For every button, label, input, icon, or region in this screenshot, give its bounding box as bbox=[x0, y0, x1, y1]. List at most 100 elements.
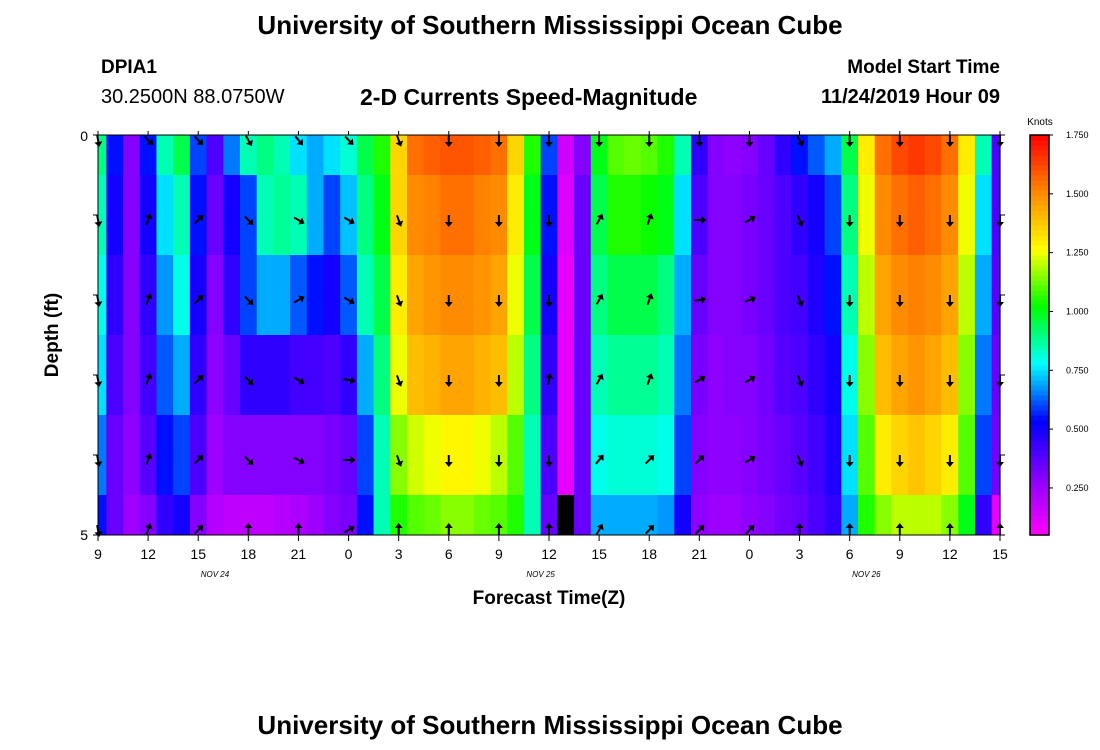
current-arrow bbox=[545, 215, 553, 227]
heatmap-cell bbox=[941, 495, 959, 535]
heatmap-cell bbox=[390, 175, 408, 256]
heatmap-cell bbox=[858, 495, 876, 535]
colorbar-swatch bbox=[1030, 205, 1049, 211]
heatmap-cell bbox=[256, 335, 274, 416]
heatmap-cell bbox=[256, 415, 274, 496]
current-arrow bbox=[494, 135, 503, 147]
colorbar-swatch bbox=[1030, 475, 1049, 481]
heatmap-cell bbox=[791, 135, 809, 176]
heatmap-cell bbox=[290, 175, 308, 256]
heatmap-cell bbox=[590, 135, 609, 176]
heatmap-cell bbox=[390, 135, 408, 176]
x-tick-label: 9 bbox=[896, 546, 904, 562]
heatmap-cell bbox=[757, 335, 776, 416]
heatmap-cell bbox=[974, 415, 993, 496]
current-arrow bbox=[695, 135, 704, 147]
current-arrow bbox=[796, 454, 804, 467]
current-arrow bbox=[444, 523, 453, 535]
current-arrow bbox=[244, 455, 254, 465]
x-tick-label: 3 bbox=[796, 546, 804, 562]
heatmap-cell bbox=[473, 175, 492, 256]
current-arrow bbox=[795, 523, 804, 535]
heatmap-cell bbox=[924, 415, 943, 496]
colorbar-swatch bbox=[1030, 165, 1049, 171]
current-arrow bbox=[293, 216, 305, 225]
heatmap-cell bbox=[874, 135, 893, 176]
footer-title: University of Southern Mississippi Ocean… bbox=[257, 710, 843, 740]
current-arrow bbox=[845, 375, 854, 387]
colorbar-tick-label: 1.000 bbox=[1066, 306, 1089, 316]
current-arrow bbox=[895, 295, 904, 307]
current-arrow bbox=[294, 523, 303, 535]
colorbar-swatch bbox=[1030, 445, 1049, 451]
heatmap-cell bbox=[974, 335, 993, 416]
heatmap-cell bbox=[858, 335, 876, 416]
current-arrow bbox=[945, 295, 954, 307]
x-tick-label: 3 bbox=[395, 546, 403, 562]
colorbar-swatch bbox=[1030, 435, 1049, 441]
heatmap-cell bbox=[323, 135, 341, 176]
colorbar-swatch bbox=[1030, 145, 1049, 151]
colorbar-swatch bbox=[1030, 390, 1049, 396]
colorbar-swatch bbox=[1030, 480, 1049, 486]
heatmap-cell bbox=[958, 175, 976, 256]
current-arrow bbox=[595, 213, 604, 225]
date-label: NOV 25 bbox=[526, 570, 555, 579]
current-arrow bbox=[644, 525, 655, 535]
heatmap-cell bbox=[239, 175, 258, 256]
heatmap-cell bbox=[657, 495, 675, 535]
current-arrow bbox=[796, 374, 804, 387]
colorbar-swatch bbox=[1030, 140, 1049, 146]
heatmap-cell bbox=[206, 335, 224, 416]
heatmap-cell bbox=[674, 135, 692, 176]
colorbar-swatch bbox=[1030, 255, 1049, 261]
heatmap-cell bbox=[741, 495, 759, 535]
current-arrow bbox=[595, 293, 604, 305]
colorbar-swatch bbox=[1030, 135, 1049, 141]
heatmap-cell bbox=[657, 175, 675, 256]
heatmap-cell bbox=[239, 255, 258, 336]
heatmap-cell bbox=[223, 175, 241, 256]
heatmap-cell bbox=[874, 335, 893, 416]
heatmap-cell bbox=[841, 495, 859, 535]
colorbar-swatch bbox=[1030, 350, 1049, 356]
heatmap-cell bbox=[674, 335, 692, 416]
colorbar-swatch bbox=[1030, 450, 1049, 456]
heatmap-cell bbox=[724, 135, 742, 176]
current-arrow bbox=[343, 525, 355, 534]
heatmap-cell bbox=[640, 415, 659, 496]
current-arrow bbox=[193, 375, 204, 385]
heatmap-cell bbox=[390, 415, 408, 496]
heatmap-cell bbox=[807, 255, 826, 336]
heatmap-cell bbox=[173, 335, 191, 416]
colorbar-tick-label: 0.250 bbox=[1066, 483, 1089, 493]
heatmap-cell bbox=[991, 255, 1001, 336]
heatmap-cell bbox=[123, 415, 141, 496]
current-arrow bbox=[744, 375, 756, 384]
current-arrow bbox=[494, 455, 503, 467]
colorbar-swatch bbox=[1030, 470, 1049, 476]
heatmap-cell bbox=[908, 175, 926, 256]
heatmap-cell bbox=[340, 495, 358, 535]
heatmap-cell bbox=[490, 495, 508, 535]
heatmap-cell bbox=[807, 415, 826, 496]
heatmap-cell bbox=[206, 495, 224, 535]
current-arrow bbox=[145, 293, 153, 306]
current-arrow bbox=[796, 135, 805, 147]
heatmap-cell bbox=[824, 135, 842, 176]
heatmap-cell bbox=[306, 495, 325, 535]
heatmap-cell bbox=[707, 255, 725, 336]
current-arrow bbox=[545, 373, 554, 386]
heatmap-cell bbox=[741, 335, 759, 416]
heatmap-cell bbox=[791, 255, 809, 336]
heatmap-cell bbox=[574, 175, 592, 256]
heatmap-cell bbox=[156, 335, 174, 416]
current-arrow bbox=[645, 135, 654, 147]
heatmap-cell bbox=[106, 175, 124, 256]
heatmap-cell bbox=[373, 495, 391, 535]
heatmap-cell bbox=[189, 175, 208, 256]
heatmap-cell bbox=[858, 175, 876, 256]
current-arrow bbox=[945, 135, 954, 147]
current-arrow bbox=[444, 135, 453, 147]
heatmap-cell bbox=[991, 335, 1001, 416]
